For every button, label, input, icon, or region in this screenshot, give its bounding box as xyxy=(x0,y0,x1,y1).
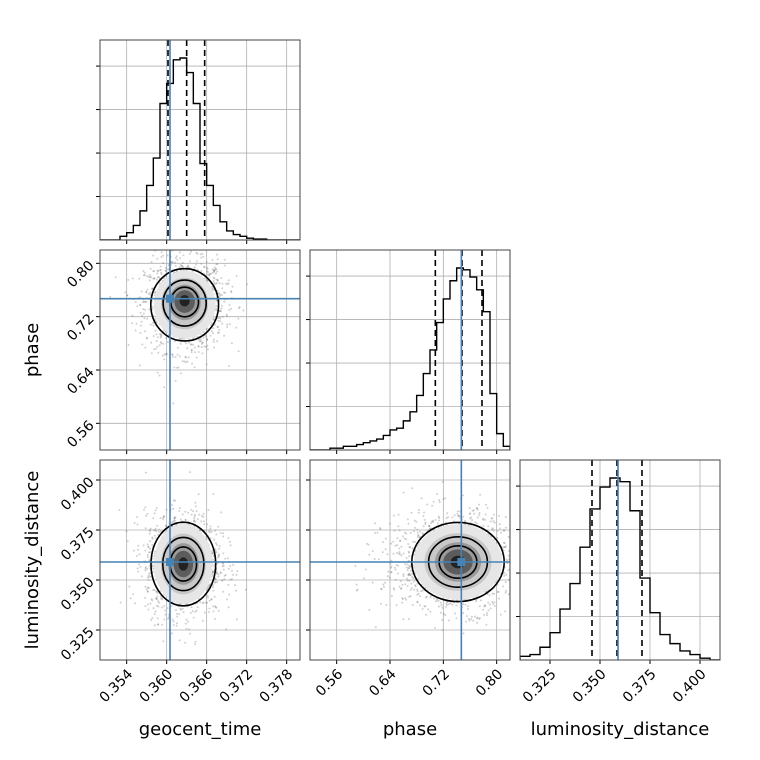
y-tick-label-phase-0: 0.56 xyxy=(64,418,97,451)
x-tick-label-phase-3: 0.80 xyxy=(473,666,506,699)
y-tick-label-luminosity_distance-1: 0.350 xyxy=(58,574,98,614)
contour-1-1 xyxy=(161,536,205,592)
x-tick-label-luminosity_distance-3: 0.400 xyxy=(670,666,710,706)
y-axis-label-phase: phase xyxy=(22,323,43,377)
x-tick-label-luminosity_distance-0: 0.325 xyxy=(520,666,560,706)
histogram-phase xyxy=(310,267,510,450)
y-axis-label-luminosity_distance: luminosity_distance xyxy=(22,471,43,650)
x-tick-label-geocent_time-2: 0.366 xyxy=(177,666,217,706)
y-tick-label-phase-3: 0.80 xyxy=(64,258,97,291)
scatter-frame-1 xyxy=(99,459,301,661)
hist-panel-phase xyxy=(306,249,511,454)
histogram-geocent_time xyxy=(100,57,300,240)
x-axis-label-geocent_time: geocent_time xyxy=(139,719,262,740)
x-tick-label-phase-2: 0.72 xyxy=(420,666,453,699)
hist-panel-geocent_time xyxy=(96,39,301,244)
scatter-panel-phase-vs-luminosity_distance xyxy=(306,459,511,664)
x-tick-label-geocent_time-0: 0.354 xyxy=(97,666,137,706)
y-tick-label-phase-2: 0.72 xyxy=(64,311,97,344)
hist-panel-luminosity_distance xyxy=(516,459,721,664)
scatter-panel-geocent_time-vs-luminosity_distance xyxy=(96,459,301,664)
x-tick-label-phase-0: 0.56 xyxy=(313,666,346,699)
x-tick-label-luminosity_distance-2: 0.375 xyxy=(620,666,660,706)
x-tick-label-geocent_time-1: 0.360 xyxy=(137,666,177,706)
x-axis-label-phase: phase xyxy=(383,719,437,740)
histogram-luminosity_distance xyxy=(520,477,720,660)
x-tick-label-geocent_time-4: 0.378 xyxy=(257,666,297,706)
x-tick-label-geocent_time-3: 0.372 xyxy=(217,666,257,706)
y-tick-label-luminosity_distance-0: 0.325 xyxy=(58,624,98,664)
hist-frame-geocent_time xyxy=(99,39,301,241)
y-tick-label-luminosity_distance-3: 0.400 xyxy=(58,474,98,514)
truth-marker-1 xyxy=(166,558,174,566)
contour-0-1 xyxy=(162,279,208,327)
truth-marker-0 xyxy=(166,294,174,303)
scatter-frame-0 xyxy=(99,249,301,451)
y-tick-label-luminosity_distance-2: 0.375 xyxy=(58,524,98,564)
truth-marker-2 xyxy=(457,558,466,566)
x-tick-label-luminosity_distance-1: 0.350 xyxy=(570,666,610,706)
hist-frame-phase xyxy=(309,249,511,451)
scatter-panel-geocent_time-vs-phase xyxy=(96,249,301,454)
x-tick-label-phase-1: 0.64 xyxy=(366,666,399,699)
scatter-frame-2 xyxy=(309,459,511,661)
contour-0-2 xyxy=(149,267,220,342)
contour-1-2 xyxy=(150,521,217,607)
x-axis-label-luminosity_distance: luminosity_distance xyxy=(531,719,710,740)
hist-frame-luminosity_distance xyxy=(519,459,721,661)
y-tick-label-phase-1: 0.64 xyxy=(64,364,97,397)
